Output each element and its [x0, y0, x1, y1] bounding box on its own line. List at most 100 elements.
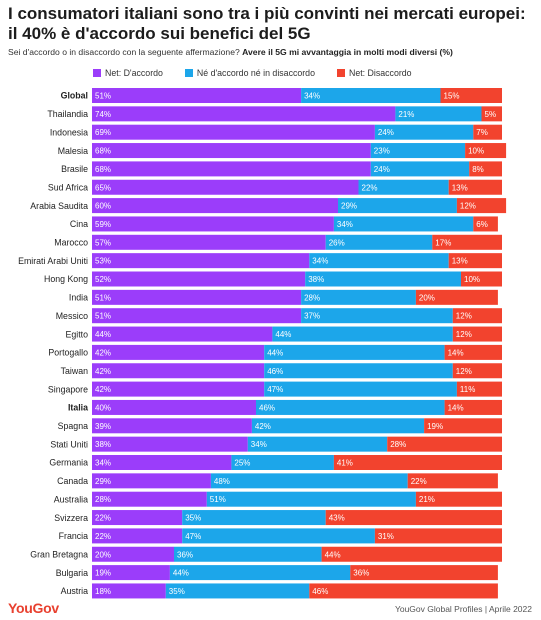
- bar-segment-agree: [92, 491, 207, 507]
- data-label: 69%: [95, 128, 111, 137]
- bar-segment-neutral: [264, 344, 445, 360]
- bar-segment-neutral: [256, 399, 445, 415]
- category-label: Arabia Saudita: [30, 201, 88, 211]
- data-label: 20%: [419, 293, 435, 302]
- bar-segment-agree: [92, 326, 273, 342]
- category-label: Svizzera: [54, 513, 88, 523]
- bar-row: Global 51% 34% 15%: [61, 88, 502, 103]
- data-label: 12%: [456, 330, 472, 339]
- legend-label-agree: Net: D'accordo: [105, 68, 163, 78]
- data-label: 12%: [460, 202, 476, 211]
- data-label: 29%: [341, 202, 357, 211]
- data-label: 42%: [95, 348, 111, 357]
- bar-segment-agree: [92, 88, 302, 103]
- bar-segment-neutral: [247, 436, 388, 452]
- data-label: 51%: [95, 293, 111, 302]
- data-label: 53%: [95, 257, 111, 266]
- bar-segment-neutral: [301, 289, 416, 305]
- data-label: 22%: [95, 514, 111, 523]
- data-label: 15%: [444, 92, 460, 101]
- category-label: Sud Africa: [48, 182, 88, 192]
- bar-segment-agree: [92, 271, 306, 287]
- data-label: 34%: [251, 440, 267, 449]
- bar-segment-disagree: [321, 546, 502, 562]
- bar-row: Sud Africa 65% 22% 13%: [48, 179, 502, 195]
- data-label: 36%: [177, 550, 193, 559]
- bar-segment-agree: [92, 565, 170, 581]
- data-label: 48%: [214, 477, 230, 486]
- bar-segment-neutral: [395, 106, 482, 122]
- data-label: 34%: [337, 220, 353, 229]
- category-label: Cina: [70, 219, 88, 229]
- data-label: 44%: [95, 330, 111, 339]
- legend-swatch-disagree: [336, 69, 345, 77]
- data-label: 21%: [398, 110, 414, 119]
- category-label: Malesia: [58, 146, 88, 156]
- data-label: 34%: [312, 257, 328, 266]
- bar-row: Malesia 68% 23% 10%: [58, 143, 507, 159]
- data-label: 28%: [304, 293, 320, 302]
- data-label: 18%: [95, 587, 111, 596]
- bar-row: Taiwan 42% 46% 12%: [61, 363, 502, 379]
- bar-segment-disagree: [350, 565, 498, 581]
- data-label: 38%: [95, 440, 111, 449]
- data-label: 40%: [95, 403, 111, 412]
- bar-segment-disagree: [387, 436, 502, 452]
- bar-segment-neutral: [301, 88, 441, 103]
- bar-row: Germania 34% 25% 41%: [49, 455, 502, 470]
- legend-label-disagree: Net: Disaccordo: [348, 68, 412, 78]
- bar-segment-disagree: [309, 583, 498, 599]
- bar-segment-agree: [92, 234, 326, 250]
- bar-segment-agree: [92, 179, 359, 195]
- bar-segment-neutral: [305, 271, 461, 287]
- bar-row: Singapore 42% 47% 11%: [48, 381, 502, 397]
- data-label: 42%: [95, 385, 111, 394]
- data-label: 23%: [374, 147, 390, 156]
- data-label: 14%: [448, 348, 464, 357]
- category-label: Bulgaria: [56, 568, 88, 578]
- bar-segment-neutral: [264, 381, 457, 397]
- legend-swatch-agree: [93, 69, 101, 77]
- data-label: 17%: [435, 238, 451, 247]
- data-label: 42%: [95, 367, 111, 376]
- category-label: Gran Bretagna: [30, 549, 88, 559]
- bar-segment-disagree: [448, 179, 502, 195]
- bar-row: Thailandia 74% 21% 5%: [47, 106, 502, 122]
- bar-row: Gran Bretagna 20% 36% 44%: [30, 546, 502, 562]
- data-label: 34%: [304, 92, 320, 101]
- bar-row: Egitto 44% 44% 12%: [66, 326, 502, 342]
- bar-segment-disagree: [432, 234, 502, 250]
- data-label: 43%: [329, 514, 345, 523]
- category-label: Marocco: [54, 238, 88, 248]
- data-label: 6%: [476, 220, 488, 229]
- data-label: 24%: [378, 128, 394, 137]
- data-label: 46%: [267, 367, 283, 376]
- bar-row: Svizzera 22% 35% 43%: [54, 510, 502, 526]
- data-label: 22%: [95, 532, 111, 541]
- data-label: 57%: [95, 238, 111, 247]
- data-label: 21%: [419, 495, 435, 504]
- bar-segment-neutral: [338, 198, 457, 214]
- bar-segment-agree: [92, 106, 396, 122]
- data-label: 46%: [312, 587, 328, 596]
- bar-row: Spagna 39% 42% 19%: [58, 418, 502, 434]
- bar-segment-disagree: [407, 473, 498, 489]
- data-label: 22%: [362, 183, 378, 192]
- bar-segment-neutral: [174, 546, 322, 562]
- bar-row: Austria 18% 35% 46%: [61, 583, 498, 599]
- bar-segment-agree: [92, 455, 232, 470]
- category-label: Hong Kong: [44, 274, 88, 284]
- legend-label-neutral: Né d'accordo né in disaccordo: [196, 68, 315, 78]
- data-label: 26%: [329, 238, 345, 247]
- bar-segment-agree: [92, 546, 174, 562]
- data-label: 41%: [337, 459, 353, 468]
- bar-segment-disagree: [456, 198, 507, 214]
- data-label: 28%: [95, 495, 111, 504]
- category-label: India: [69, 293, 88, 303]
- data-label: 52%: [95, 275, 111, 284]
- bar-segment-neutral: [325, 234, 433, 250]
- bar-segment-agree: [92, 528, 183, 544]
- legend-item-agree: Net: D'accordo: [93, 68, 163, 78]
- category-label: Portogallo: [48, 348, 88, 358]
